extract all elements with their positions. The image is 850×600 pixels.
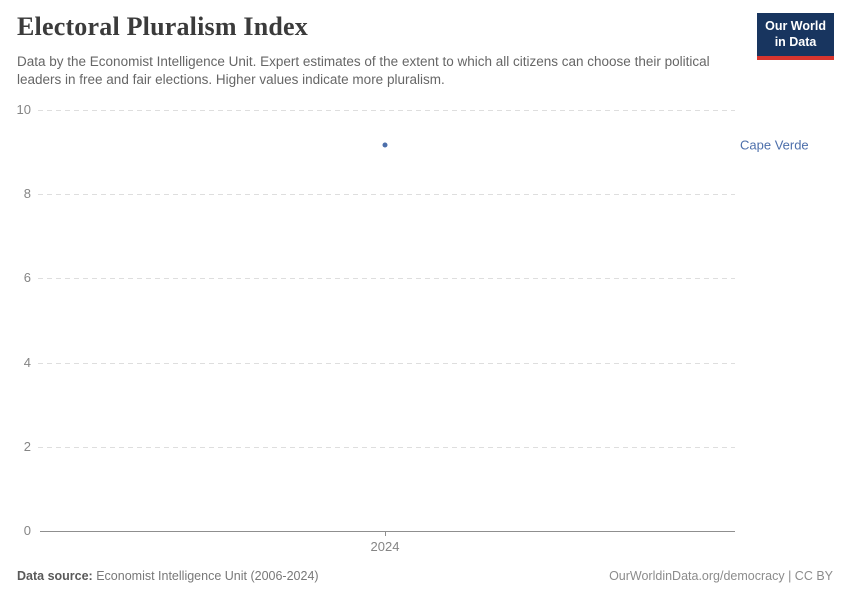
data-point[interactable] bbox=[382, 142, 388, 148]
data-source-label: Data source: bbox=[17, 569, 93, 583]
gridline bbox=[38, 278, 735, 280]
entity-label[interactable]: Cape Verde bbox=[740, 137, 809, 153]
data-source: Data source: Economist Intelligence Unit… bbox=[17, 569, 319, 583]
owid-logo-line1: Our World bbox=[765, 19, 826, 33]
gridline bbox=[38, 362, 735, 364]
y-tick-label: 8 bbox=[23, 186, 31, 202]
gridline bbox=[38, 194, 735, 196]
y-tick-label: 2 bbox=[23, 438, 31, 454]
gridline bbox=[38, 110, 735, 111]
page-subtitle: Data by the Economist Intelligence Unit.… bbox=[17, 54, 710, 87]
x-axis-line bbox=[40, 531, 735, 532]
owid-logo-line2: in Data bbox=[774, 35, 817, 50]
footer: Data source: Economist Intelligence Unit… bbox=[17, 569, 833, 583]
page-title: Electoral Pluralism Index bbox=[17, 12, 308, 41]
data-source-text: Economist Intelligence Unit (2006-2024) bbox=[92, 569, 319, 583]
y-tick-label: 10 bbox=[16, 102, 31, 117]
owid-logo: Our World in Data bbox=[757, 13, 834, 60]
x-tick bbox=[385, 531, 386, 536]
credit-link[interactable]: OurWorldinData.org/democracy | CC BY bbox=[609, 569, 833, 583]
gridline bbox=[38, 446, 735, 448]
x-tick-label: 2024 bbox=[370, 539, 400, 554]
y-tick-label: 0 bbox=[23, 523, 31, 538]
y-tick-label: 4 bbox=[23, 354, 31, 370]
y-tick-label: 6 bbox=[23, 270, 31, 286]
